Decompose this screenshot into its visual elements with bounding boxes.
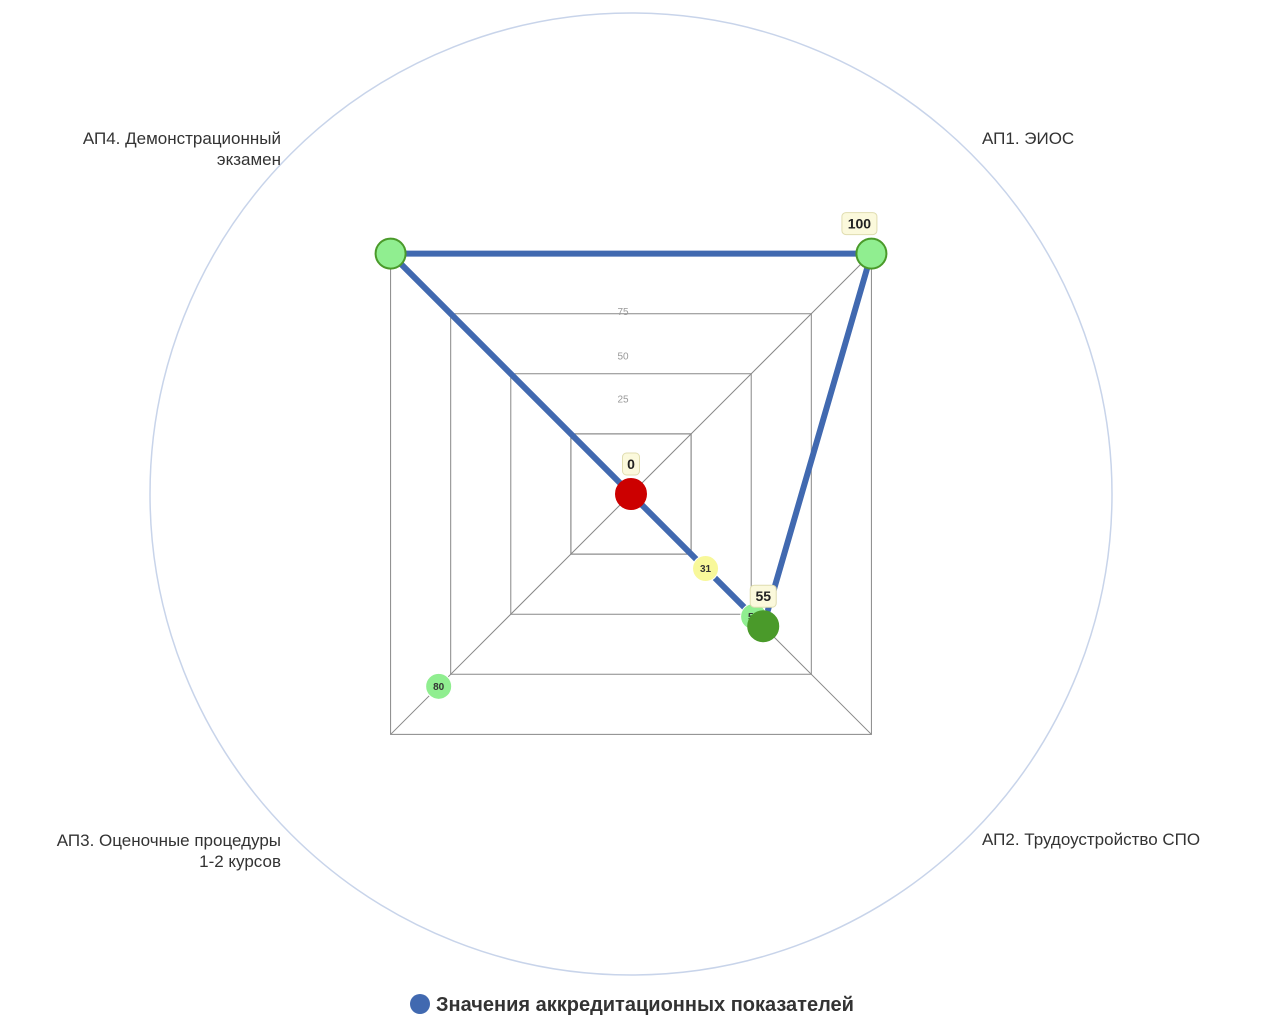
spoke-1	[630, 253, 872, 495]
reference-label: 31	[700, 564, 712, 575]
series-point	[374, 237, 407, 270]
value-callout-label: 0	[627, 456, 635, 472]
outer-circle	[149, 12, 1113, 976]
axis-label-ap1: АП1. ЭИОС	[982, 129, 1075, 148]
reference-point: 31	[692, 555, 720, 583]
axis-label-ap2: АП2. Трудоустройство СПО	[982, 830, 1201, 849]
series-line	[387, 250, 875, 630]
reference-dot	[425, 672, 453, 700]
value-callout: 55	[749, 584, 777, 608]
value-callout-box	[622, 452, 640, 476]
reference-dot	[692, 555, 720, 583]
series-point	[855, 237, 888, 270]
legend[interactable]: Значения аккредитационных показателей	[0, 994, 1264, 1017]
legend-label: Значения аккредитационных показателей	[436, 994, 854, 1016]
value-callout-box	[841, 212, 878, 236]
value-callout-label: 55	[755, 588, 771, 604]
axis-label-ap4: АП4. Демонстрационный экзамен	[82, 129, 281, 169]
ring-tick-label: 50	[617, 351, 629, 362]
series	[387, 250, 875, 630]
value-callout: 100	[841, 212, 878, 236]
reference-label: 80	[433, 682, 445, 693]
value-callout-label: 100	[848, 216, 872, 232]
value-callout-box	[749, 584, 777, 608]
ring-tick-label: 25	[617, 395, 629, 406]
ring-tick-label: 75	[617, 307, 629, 318]
legend-marker	[410, 994, 431, 1014]
series-point	[747, 610, 780, 643]
reference-point: 80	[425, 672, 453, 700]
series-point	[615, 478, 647, 510]
markers: 100513180100550	[374, 212, 888, 700]
axis-label-ap3: АП3. Оценочные процедуры 1-2 курсов	[56, 831, 281, 871]
value-callout: 0	[622, 452, 640, 476]
